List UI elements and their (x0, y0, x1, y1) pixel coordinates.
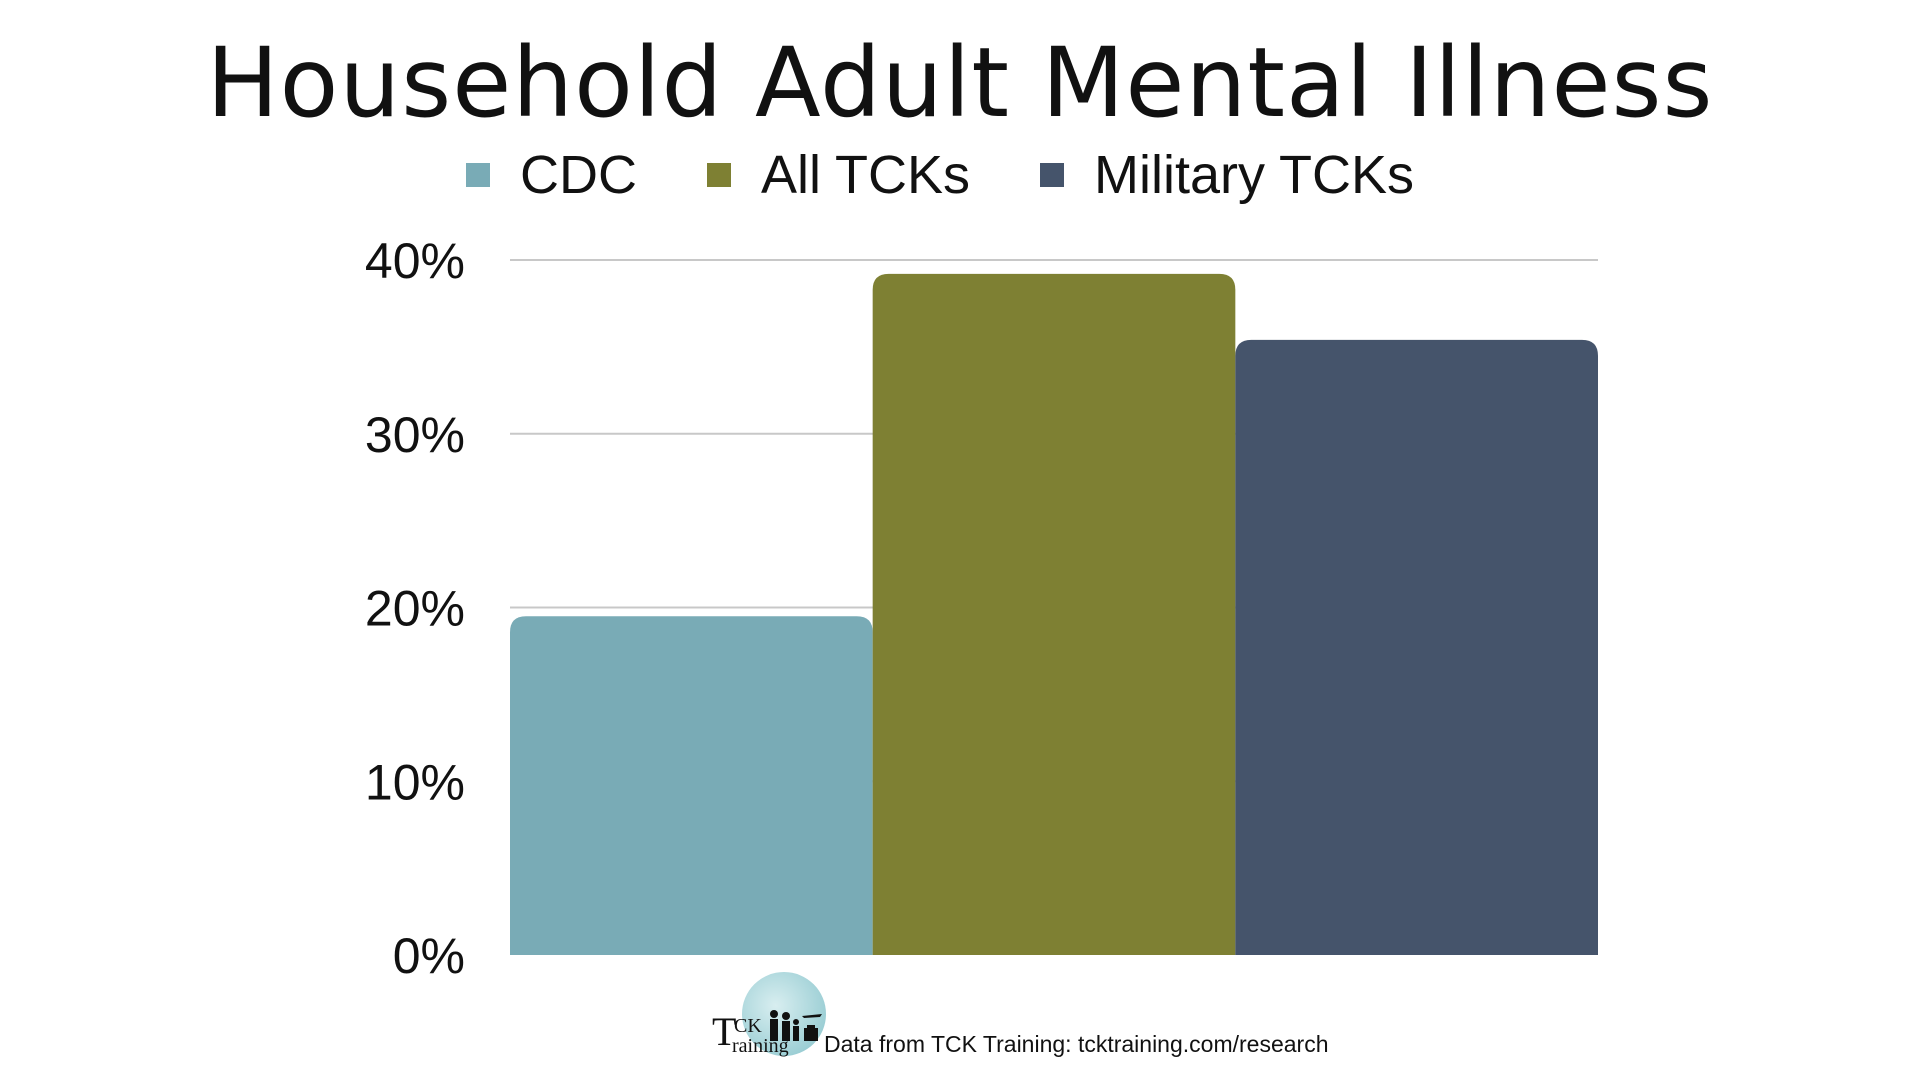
legend-swatch (1040, 163, 1064, 187)
y-tick-label: 20% (365, 581, 465, 637)
logo-raining: raining (732, 1035, 789, 1057)
footer: T CK raining Data from TCK Training: tck… (712, 972, 1412, 1062)
chart-title: Household Adult Mental Illness (206, 27, 1714, 139)
legend-item: All TCKs (706, 145, 970, 205)
y-tick-label: 40% (365, 233, 465, 289)
legend-label: All TCKs (760, 145, 970, 205)
source-note: Data from TCK Training: tcktraining.com/… (824, 1031, 1329, 1057)
legend-item: CDC (465, 145, 637, 205)
legend-item: Military TCKs (1040, 145, 1414, 205)
tck-training-logo: T CK raining (712, 972, 832, 1062)
y-tick-label: 10% (365, 754, 465, 810)
legend: CDC All TCKs Military TCKs (0, 140, 1900, 210)
logo-letter-t: T (712, 1009, 737, 1054)
legend-swatch (706, 163, 731, 187)
bar-all-tcks (872, 273, 1236, 955)
bar-military-tcks (1235, 339, 1598, 955)
legend-label: Military TCKs (1094, 145, 1415, 205)
family-figures-icon (770, 1010, 822, 1041)
y-tick-label: 0% (393, 928, 465, 984)
logo-ck: CK (734, 1015, 762, 1037)
legend-swatch (465, 163, 490, 187)
bar-cdc (510, 616, 873, 955)
legend-label: CDC (519, 145, 637, 205)
y-tick-label: 30% (365, 407, 465, 463)
